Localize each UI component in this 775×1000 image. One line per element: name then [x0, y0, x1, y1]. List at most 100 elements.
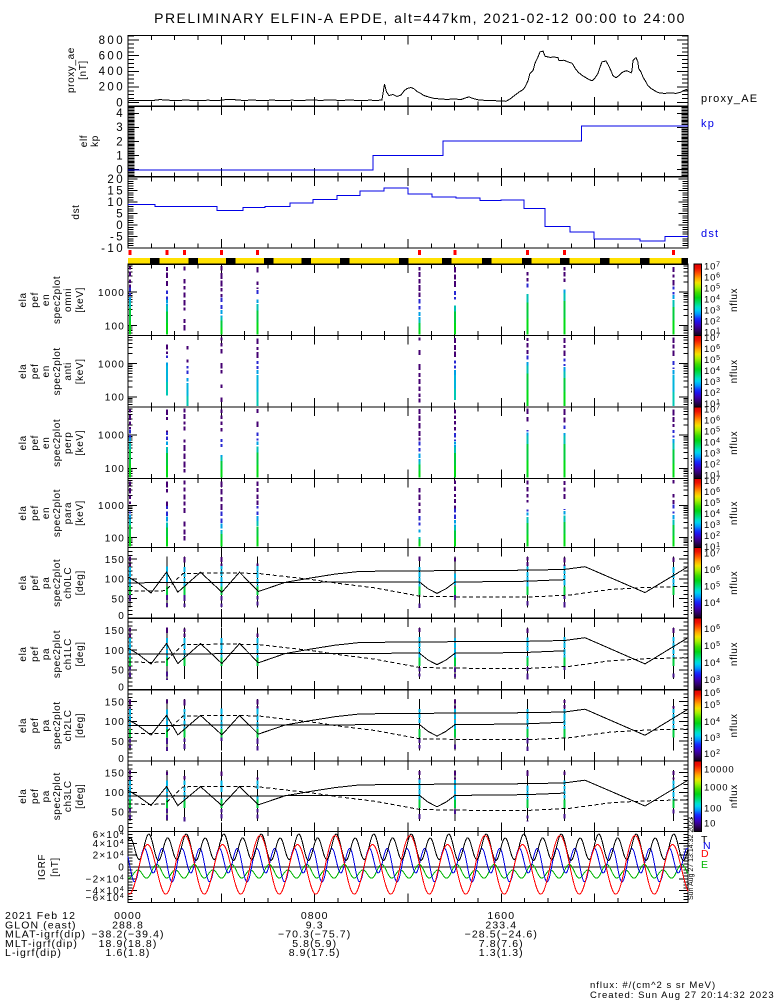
- svg-text:elf: elf: [79, 135, 90, 147]
- svg-text:15: 15: [107, 185, 125, 197]
- svg-text:106: 106: [704, 344, 721, 355]
- svg-text:0: 0: [118, 611, 125, 622]
- svg-text:ela: ela: [18, 292, 29, 307]
- svg-text:en: en: [41, 507, 52, 519]
- svg-text:0: 0: [118, 824, 125, 835]
- svg-text:103: 103: [704, 449, 721, 460]
- svg-text:spec2plot: spec2plot: [52, 772, 63, 820]
- svg-text:103: 103: [704, 675, 721, 686]
- svg-text:proxy_AE: proxy_AE: [701, 93, 758, 105]
- svg-text:[keV]: [keV]: [75, 358, 86, 384]
- svg-text:[keV]: [keV]: [75, 500, 86, 526]
- svg-text:ela: ela: [18, 789, 29, 804]
- svg-text:spec2plot: spec2plot: [52, 276, 63, 324]
- svg-text:pef: pef: [30, 435, 41, 451]
- svg-text:106: 106: [704, 688, 721, 699]
- svg-text:50: 50: [111, 737, 125, 748]
- svg-text:MLAT-igrf(dip): MLAT-igrf(dip): [5, 929, 86, 941]
- svg-text:106: 106: [704, 565, 721, 576]
- svg-text:nflux: #/(cm^2 s sr MeV): nflux: #/(cm^2 s sr MeV): [590, 980, 716, 991]
- svg-text:pef: pef: [30, 788, 41, 804]
- svg-text:102: 102: [704, 749, 721, 760]
- svg-text:102: 102: [704, 388, 721, 399]
- svg-text:102: 102: [704, 317, 721, 328]
- svg-text:ch0LC: ch0LC: [63, 567, 74, 599]
- svg-text:150: 150: [105, 698, 125, 709]
- svg-text:spec2plot: spec2plot: [52, 630, 63, 678]
- svg-text:pef: pef: [30, 646, 41, 662]
- svg-text:200: 200: [99, 82, 125, 94]
- svg-text:1000: 1000: [98, 431, 125, 442]
- svg-text:105: 105: [704, 700, 721, 711]
- svg-text:104: 104: [704, 658, 721, 669]
- svg-text:150: 150: [105, 555, 125, 566]
- svg-text:5.8(5.9): 5.8(5.9): [292, 938, 337, 950]
- svg-text:pef: pef: [30, 575, 41, 591]
- svg-text:D: D: [701, 848, 709, 860]
- svg-text:1.6(1.8): 1.6(1.8): [106, 947, 151, 959]
- svg-text:102: 102: [704, 531, 721, 542]
- svg-text:[keV]: [keV]: [75, 430, 86, 456]
- svg-text:−38.2(−39.4): −38.2(−39.4): [91, 929, 164, 941]
- svg-text:0: 0: [116, 97, 125, 109]
- svg-text:[deg]: [deg]: [75, 784, 86, 809]
- svg-text:-5: -5: [110, 231, 125, 243]
- svg-text:100: 100: [105, 717, 125, 728]
- svg-text:GLON (east): GLON (east): [5, 919, 77, 931]
- svg-text:en: en: [41, 365, 52, 377]
- svg-text:pa: pa: [41, 790, 52, 802]
- svg-text:[deg]: [deg]: [75, 713, 86, 738]
- svg-text:150: 150: [105, 626, 125, 637]
- svg-text:104: 104: [704, 717, 721, 728]
- svg-text:100: 100: [105, 575, 125, 586]
- svg-text:proxy_ae: proxy_ae: [66, 47, 77, 93]
- svg-text:E: E: [701, 859, 708, 871]
- svg-text:-10: -10: [101, 243, 125, 255]
- svg-text:−4×104: −4×104: [86, 886, 125, 897]
- svg-text:100: 100: [105, 534, 125, 545]
- svg-text:1.3(1.3): 1.3(1.3): [479, 947, 524, 959]
- svg-text:107: 107: [704, 549, 721, 560]
- svg-text:1: 1: [116, 150, 125, 162]
- svg-text:spec2plot: spec2plot: [52, 701, 63, 749]
- svg-text:pef: pef: [30, 363, 41, 379]
- svg-text:−2×104: −2×104: [86, 874, 125, 885]
- svg-text:spec2plot: spec2plot: [52, 559, 63, 607]
- svg-text:104: 104: [704, 295, 721, 306]
- svg-text:ela: ela: [18, 364, 29, 379]
- svg-text:en: en: [41, 294, 52, 306]
- svg-text:[keV]: [keV]: [75, 287, 86, 313]
- svg-text:101: 101: [704, 399, 721, 410]
- svg-text:1000: 1000: [98, 288, 125, 299]
- svg-text:1000: 1000: [704, 783, 728, 794]
- svg-text:nflux: nflux: [729, 359, 740, 383]
- svg-text:pef: pef: [30, 718, 41, 734]
- svg-text:100: 100: [704, 804, 722, 815]
- svg-text:104: 104: [704, 366, 721, 377]
- svg-text:800: 800: [99, 35, 125, 47]
- svg-text:anti: anti: [63, 362, 74, 381]
- svg-text:nflux: nflux: [729, 431, 740, 455]
- svg-text:dst: dst: [71, 204, 82, 219]
- svg-text:107: 107: [704, 476, 721, 487]
- svg-text:nflux: nflux: [729, 501, 740, 525]
- svg-text:ela: ela: [18, 718, 29, 733]
- svg-text:0: 0: [118, 754, 125, 765]
- svg-text:106: 106: [704, 273, 721, 284]
- svg-text:nflux: nflux: [729, 288, 740, 312]
- svg-text:2×104: 2×104: [93, 851, 125, 862]
- svg-text:106: 106: [704, 624, 721, 635]
- svg-text:105: 105: [704, 355, 721, 366]
- svg-text:2: 2: [116, 136, 125, 148]
- svg-text:ch3LC: ch3LC: [63, 780, 74, 812]
- svg-text:107: 107: [704, 405, 721, 416]
- svg-text:101: 101: [704, 471, 721, 482]
- svg-text:103: 103: [704, 377, 721, 388]
- svg-text:100: 100: [105, 646, 125, 657]
- svg-text:103: 103: [704, 733, 721, 744]
- svg-text:600: 600: [99, 51, 125, 63]
- svg-text:105: 105: [704, 582, 721, 593]
- svg-text:dst: dst: [701, 228, 719, 240]
- svg-text:105: 105: [704, 498, 721, 509]
- svg-text:[nT]: [nT]: [50, 857, 61, 877]
